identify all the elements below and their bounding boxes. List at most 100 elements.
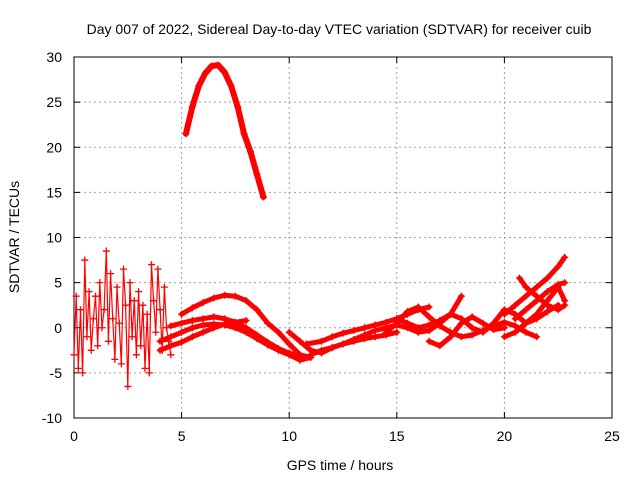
data-point bbox=[490, 319, 498, 327]
data-point bbox=[130, 297, 138, 305]
series-track-n bbox=[515, 274, 569, 314]
data-point bbox=[242, 317, 250, 325]
data-point bbox=[115, 319, 123, 327]
data-point bbox=[150, 297, 158, 305]
data-point bbox=[96, 279, 104, 287]
data-point bbox=[543, 301, 551, 309]
data-point bbox=[479, 328, 487, 336]
data-point bbox=[158, 346, 166, 354]
data-point bbox=[147, 261, 155, 269]
data-point bbox=[468, 331, 476, 339]
y-tick-label: -10 bbox=[42, 410, 62, 426]
data-point bbox=[404, 319, 412, 327]
data-point bbox=[511, 322, 519, 330]
data-point bbox=[89, 315, 97, 323]
data-point bbox=[554, 306, 562, 314]
x-tick-label: 20 bbox=[497, 428, 513, 444]
data-point bbox=[111, 355, 119, 363]
y-axis-label: SDTVAR / TECUs bbox=[6, 181, 22, 293]
data-point bbox=[141, 364, 149, 372]
data-point bbox=[490, 326, 498, 334]
data-point bbox=[139, 301, 147, 309]
data-point bbox=[457, 333, 465, 341]
data-point bbox=[543, 274, 551, 282]
data-point bbox=[246, 148, 254, 156]
grid-lines bbox=[73, 56, 613, 419]
data-point bbox=[92, 292, 100, 300]
data-point bbox=[522, 319, 530, 327]
data-point bbox=[160, 283, 168, 291]
data-point bbox=[210, 313, 218, 321]
data-point bbox=[339, 340, 347, 348]
data-point bbox=[188, 304, 196, 312]
data-point bbox=[199, 328, 207, 336]
data-point bbox=[533, 283, 541, 291]
data-point bbox=[74, 364, 82, 372]
series-track-j bbox=[425, 313, 508, 350]
data-point bbox=[511, 328, 519, 336]
data-point bbox=[126, 279, 134, 287]
y-tick-label: 30 bbox=[46, 49, 62, 65]
data-point bbox=[119, 265, 127, 273]
data-point bbox=[436, 342, 444, 350]
data-point bbox=[253, 170, 261, 178]
data-point bbox=[515, 274, 523, 282]
data-point bbox=[500, 324, 508, 332]
data-point bbox=[554, 283, 562, 291]
data-point bbox=[128, 333, 136, 341]
data-point bbox=[425, 321, 433, 329]
data-point bbox=[393, 328, 401, 336]
data-point bbox=[143, 310, 151, 318]
data-point bbox=[221, 291, 229, 299]
y-tick-label: 5 bbox=[54, 275, 62, 291]
data-point bbox=[145, 369, 153, 377]
data-point bbox=[533, 292, 541, 300]
series-trace bbox=[426, 314, 507, 349]
data-point bbox=[79, 369, 87, 377]
data-point bbox=[81, 256, 89, 264]
data-point bbox=[94, 342, 102, 350]
data-point bbox=[165, 337, 173, 345]
data-point bbox=[296, 356, 304, 364]
data-point bbox=[167, 351, 175, 359]
data-point bbox=[382, 328, 390, 336]
data-point bbox=[457, 319, 465, 327]
data-point bbox=[522, 328, 530, 336]
data-point bbox=[425, 313, 433, 321]
data-point bbox=[296, 337, 304, 345]
data-point bbox=[167, 322, 175, 330]
data-point bbox=[178, 319, 186, 327]
data-point bbox=[350, 335, 358, 343]
data-point bbox=[404, 308, 412, 316]
data-point bbox=[221, 68, 229, 76]
data-point bbox=[83, 333, 91, 341]
data-point bbox=[156, 306, 164, 314]
series-track-m bbox=[500, 283, 569, 341]
data-point bbox=[85, 288, 93, 296]
data-point bbox=[264, 341, 272, 349]
data-point bbox=[117, 360, 125, 368]
y-tick-label: 0 bbox=[54, 320, 62, 336]
data-point bbox=[253, 335, 261, 343]
data-point bbox=[102, 247, 110, 255]
plot-frame bbox=[73, 56, 613, 419]
data-point bbox=[113, 283, 121, 291]
data-point bbox=[135, 288, 143, 296]
series-track-d bbox=[156, 317, 250, 354]
data-point bbox=[210, 324, 218, 332]
data-point bbox=[511, 301, 519, 309]
data-point bbox=[500, 333, 508, 341]
data-point bbox=[285, 351, 293, 359]
data-point bbox=[259, 193, 267, 201]
data-point bbox=[414, 303, 422, 311]
x-tick-label: 0 bbox=[70, 428, 78, 444]
data-point bbox=[285, 340, 293, 348]
data-point bbox=[76, 306, 84, 314]
series-track-h bbox=[382, 303, 541, 341]
data-point bbox=[122, 301, 130, 309]
series-high-arc bbox=[182, 61, 267, 201]
data-point bbox=[72, 292, 80, 300]
data-point bbox=[188, 103, 196, 111]
data-point bbox=[317, 346, 325, 354]
